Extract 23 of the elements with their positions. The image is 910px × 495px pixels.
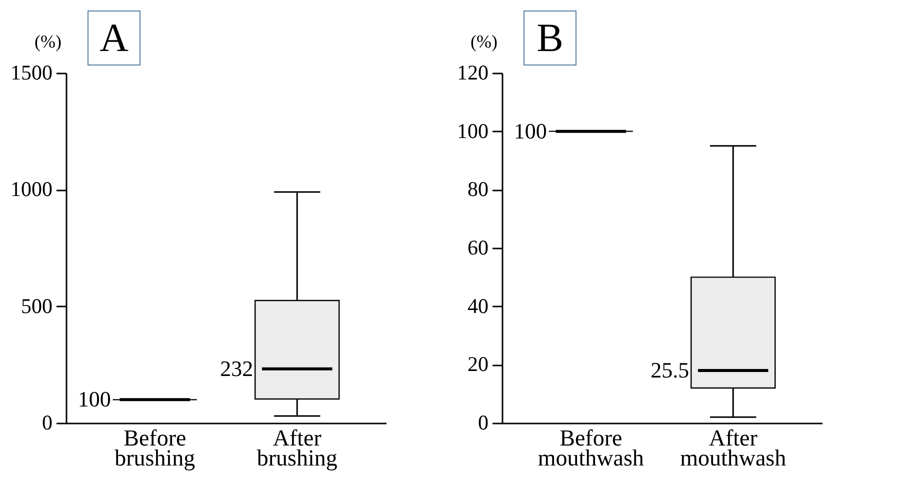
y-tick-label: 40 (468, 294, 488, 318)
y-tick-label: 100 (457, 118, 488, 143)
annotation: 100 (78, 386, 111, 412)
x-tick-label: After brushing (256, 426, 338, 470)
y-tick-label: 500 (21, 294, 52, 318)
y-tick-label: 0 (42, 410, 52, 434)
x-tick-label: Before brushing (114, 426, 196, 470)
y-tick-label: 1000 (10, 177, 52, 202)
x-tick-label: After mouthwash (680, 426, 787, 470)
y-tick-label: 1500 (10, 60, 52, 84)
x-tick-label: Before mouthwash (538, 426, 644, 470)
y-tick-label: 80 (468, 177, 488, 202)
annotation: 25.5 (650, 358, 690, 382)
chart-title: A (100, 15, 129, 60)
chart-title: B (536, 15, 564, 60)
y-tick-label: 120 (457, 60, 488, 84)
y-tick-label: 60 (468, 236, 488, 260)
y-axis-title: (%) (34, 32, 62, 52)
y-tick-label: 0 (478, 410, 488, 434)
annotation: 232 (220, 356, 254, 381)
y-tick-label: 20 (468, 352, 488, 376)
y-axis-title: (%) (470, 32, 498, 52)
annotation: 100 (514, 118, 547, 144)
